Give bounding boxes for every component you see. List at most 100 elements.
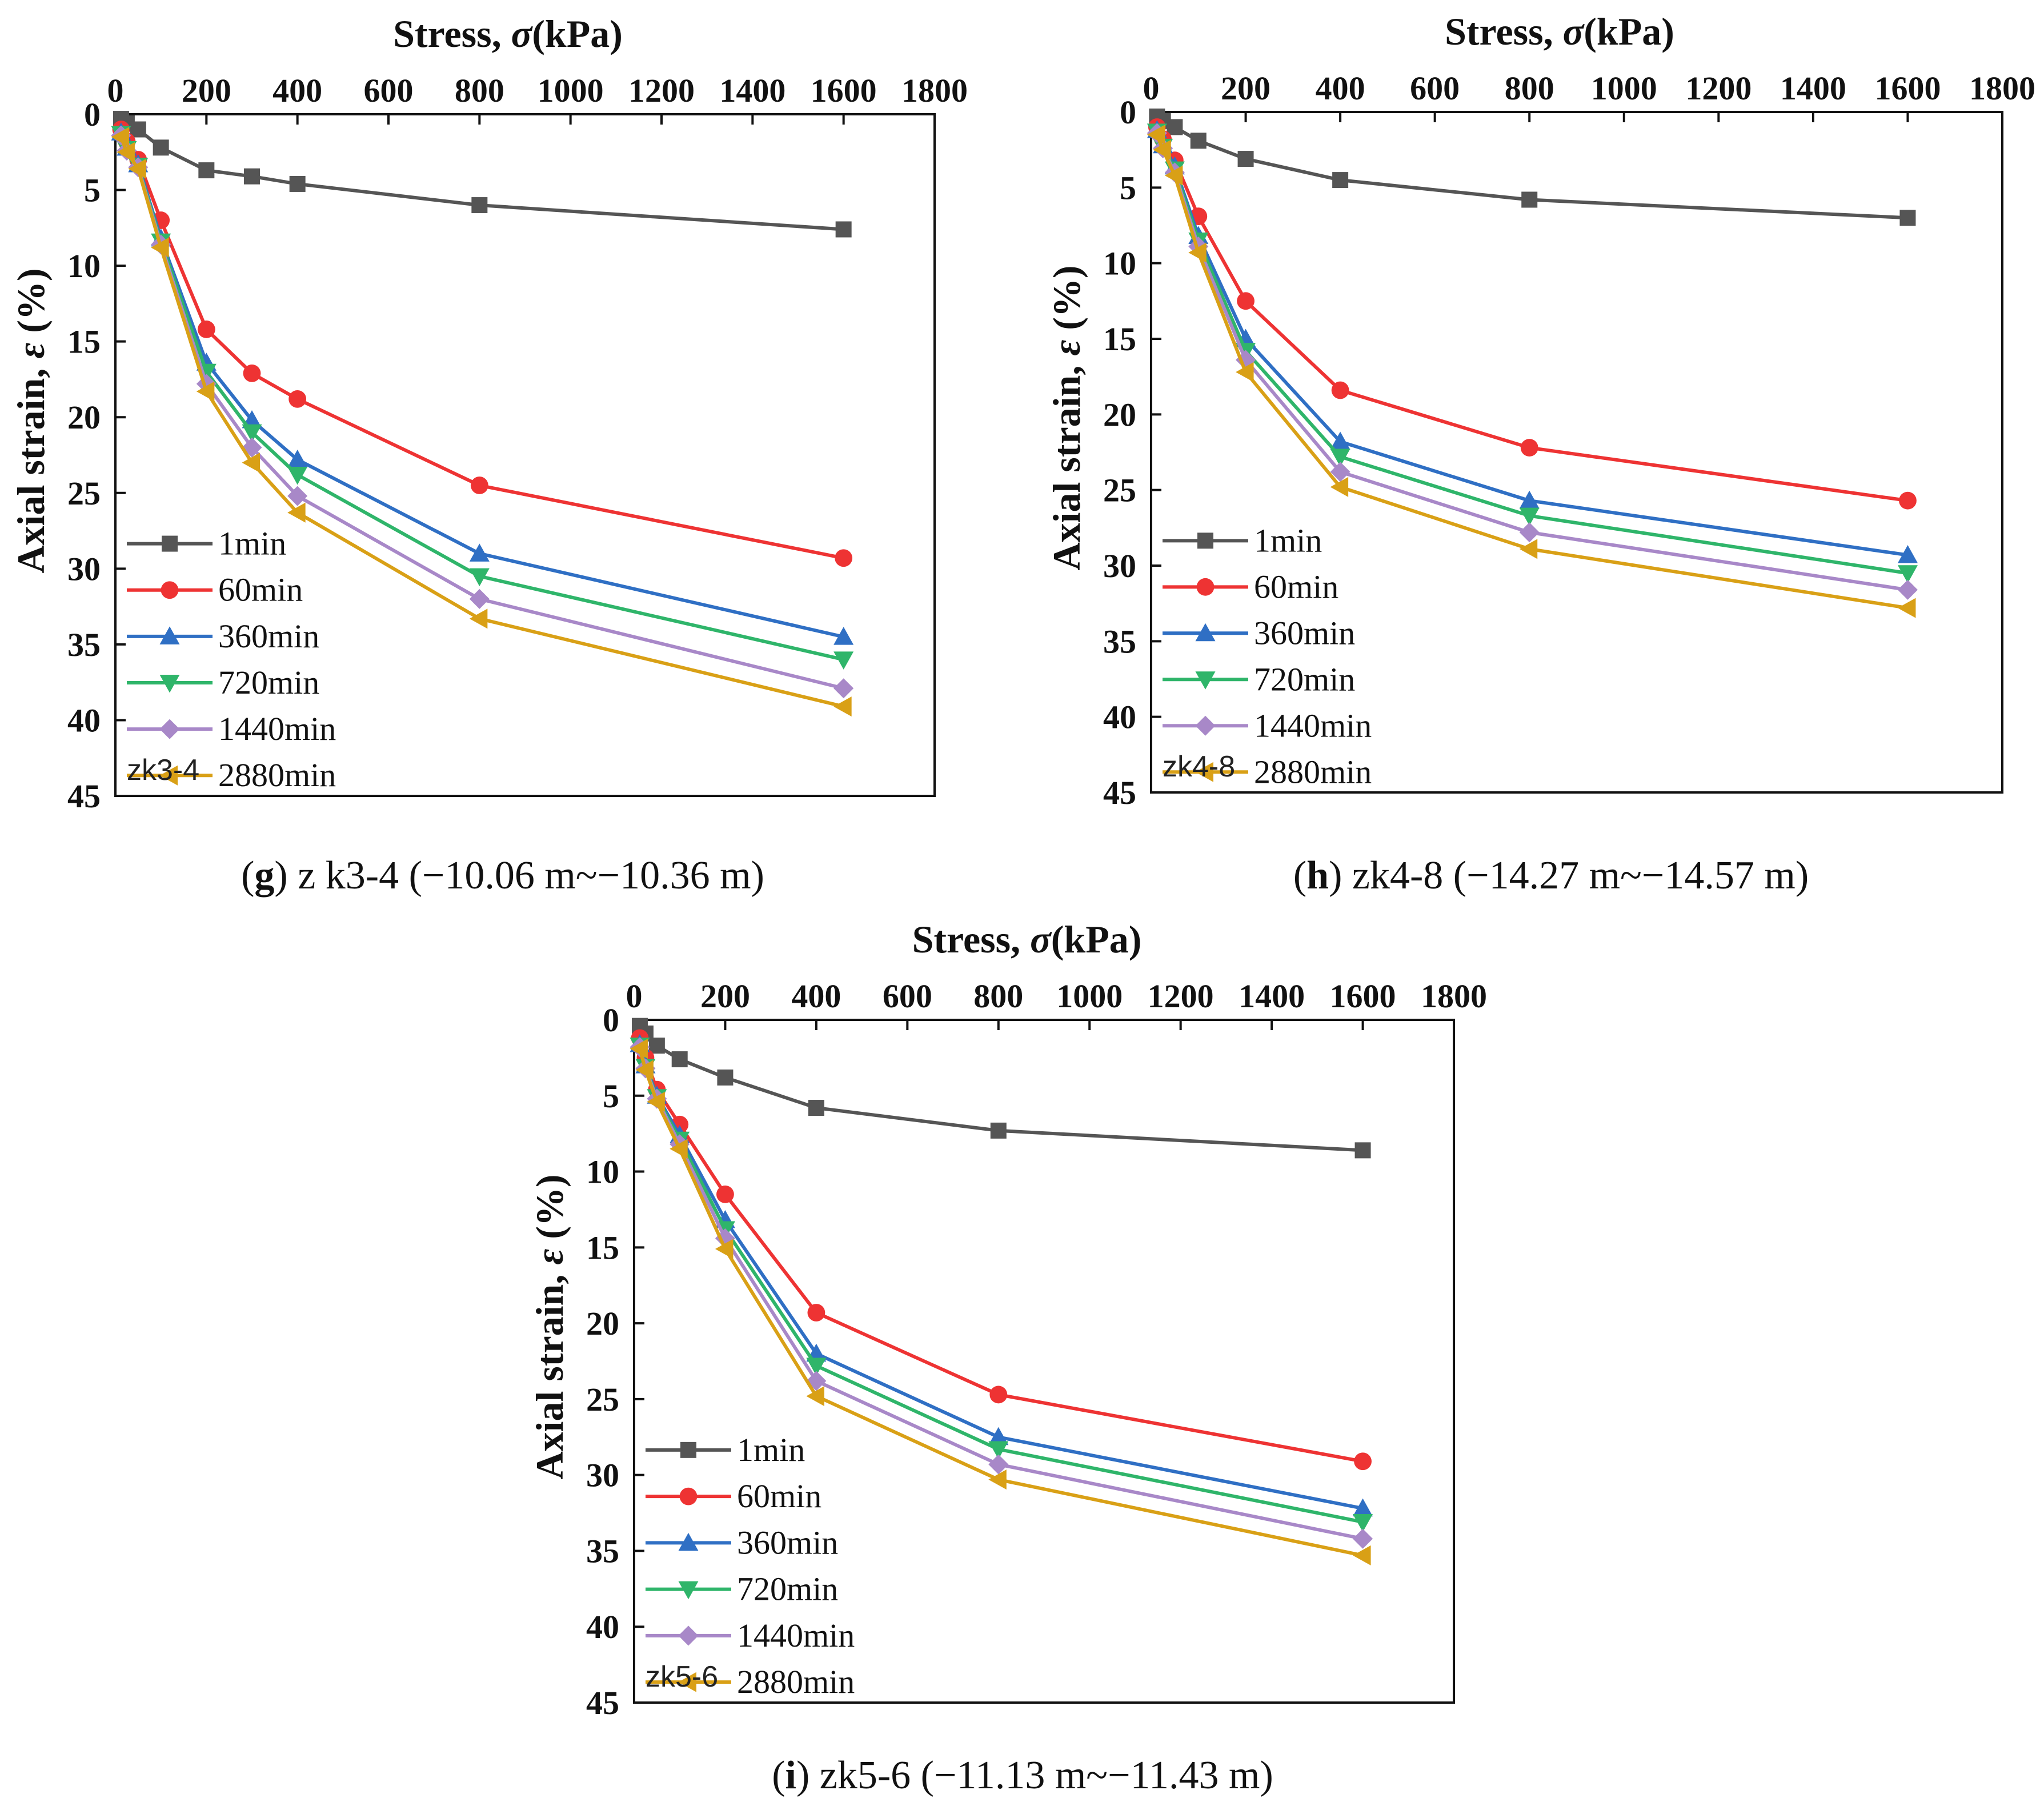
data-point-720min	[1897, 565, 1918, 583]
x-tick-label: 400	[272, 72, 322, 109]
legend-entry-720min: 720min	[1163, 660, 1355, 698]
data-point-2880min	[988, 1469, 1007, 1490]
legend-entry-1min: 1min	[127, 525, 286, 562]
panel-tag: zk4-8	[1163, 750, 1235, 783]
legend-entry-60min: 60min	[1163, 568, 1338, 605]
legend-label: 720min	[737, 1571, 838, 1608]
data-point-2880min	[287, 502, 306, 523]
plot-frame	[633, 1019, 1455, 1704]
y-tick-label: 25	[1103, 472, 1136, 509]
data-point-2880min	[1153, 139, 1171, 160]
x-tick-label: 1000	[1591, 70, 1657, 107]
y-tick-label: 30	[67, 550, 101, 587]
data-point-2880min	[242, 453, 260, 473]
y-tick-label: 15	[1103, 321, 1136, 358]
legend-entry-2880min: 2880min	[127, 756, 336, 794]
plot-frame	[1150, 111, 2003, 794]
legend-label: 2880min	[218, 756, 336, 794]
y-tick-label: 45	[67, 778, 101, 815]
x-axis-title-prefix: Stress,	[393, 12, 511, 55]
series-60min	[1148, 118, 1917, 510]
legend-label: 1440min	[737, 1617, 855, 1654]
data-point-720min	[287, 466, 308, 485]
series-1min	[631, 1018, 1371, 1159]
data-point-1440min	[833, 678, 854, 699]
x-tick-label: 1200	[628, 72, 695, 109]
data-point-360min	[1519, 490, 1540, 509]
legend-entry-1440min: 1440min	[646, 1617, 855, 1654]
data-point-60min	[243, 364, 261, 382]
x-tick-label: 600	[364, 72, 414, 109]
x-tick-label: 1000	[1056, 978, 1123, 1015]
legend-label: 1min	[1254, 522, 1322, 559]
data-point-1min	[198, 162, 215, 179]
data-point-2880min	[1188, 242, 1207, 263]
caption-paren-close: )	[796, 1753, 820, 1797]
x-tick-label: 1600	[1330, 978, 1396, 1015]
data-point-60min	[989, 1385, 1008, 1404]
data-point-2880min	[117, 142, 135, 162]
x-tick-label: 0	[1143, 70, 1160, 107]
data-point-60min	[835, 549, 853, 567]
data-point-1min	[289, 175, 306, 192]
legend-swatch-marker	[1195, 671, 1216, 690]
legend-swatch-marker	[1196, 578, 1215, 596]
x-axis-title-symbol: σ	[511, 12, 534, 55]
legend-swatch-marker	[678, 1625, 699, 1646]
legend-swatch-marker	[162, 535, 178, 552]
data-point-360min	[469, 543, 490, 562]
legend-label: 720min	[1254, 660, 1355, 698]
data-point-720min	[242, 424, 262, 443]
y-axis-title: Axial strain, ε (%)	[528, 1174, 571, 1479]
y-tick-label: 0	[603, 1002, 619, 1039]
data-point-2880min	[1236, 362, 1254, 382]
x-tick-label: 1800	[901, 72, 968, 109]
x-tick-label: 400	[791, 978, 841, 1015]
data-point-2880min	[1519, 539, 1538, 559]
data-point-60min	[1331, 381, 1349, 399]
legend-label: 360min	[218, 618, 319, 655]
legend-entry-360min: 360min	[1163, 614, 1355, 651]
data-point-2880min	[151, 237, 169, 258]
y-tick-label: 25	[586, 1381, 619, 1418]
data-point-2880min	[1164, 165, 1183, 186]
data-point-360min	[1353, 1498, 1373, 1517]
y-tick-label: 0	[84, 96, 101, 133]
legend-label: 60min	[1254, 568, 1338, 605]
data-point-720min	[806, 1358, 827, 1376]
legend-label: 60min	[737, 1477, 821, 1515]
panel-caption: (i) zk5-6 (−11.13 m~−11.43 m)	[772, 1753, 1273, 1797]
y-tick-label: 15	[586, 1229, 619, 1266]
data-point-720min	[1330, 449, 1350, 467]
caption-paren-close: )	[274, 854, 298, 898]
x-tick-label: 1400	[1780, 70, 1846, 107]
legend-swatch-marker	[1197, 532, 1213, 549]
y-tick-label: 40	[67, 702, 101, 739]
y-tick-label: 5	[84, 172, 101, 209]
series-line-60min	[119, 129, 844, 560]
data-point-1min	[1167, 119, 1183, 135]
series-1440min	[630, 1037, 1373, 1549]
data-point-2880min	[1353, 1545, 1371, 1565]
data-point-360min	[1897, 544, 1918, 563]
series-2880min	[111, 127, 852, 717]
x-tick-label: 800	[455, 72, 504, 109]
panel-caption: (h) zk4-8 (−14.27 m~−14.57 m)	[1293, 854, 1809, 898]
x-axis-title: Stress, σ(kPa)	[912, 918, 1142, 961]
legend-label: 1440min	[218, 710, 336, 747]
data-point-2880min	[469, 608, 488, 629]
x-tick-label: 600	[883, 978, 932, 1015]
caption-paren-open: (	[772, 1753, 785, 1797]
series-1min	[1149, 108, 1916, 226]
y-tick-label: 45	[1103, 774, 1136, 811]
y-axis-title-unit: (%)	[528, 1174, 571, 1248]
series-2880min	[630, 1038, 1371, 1565]
x-axis-title-prefix: Stress,	[1445, 10, 1563, 53]
data-point-1min	[990, 1122, 1007, 1139]
legend-label: 2880min	[1254, 753, 1372, 790]
y-tick-label: 30	[586, 1457, 619, 1494]
legend-entry-720min: 720min	[646, 1571, 838, 1608]
legend-swatch-marker	[680, 1441, 696, 1458]
data-point-1min	[835, 221, 852, 238]
data-point-60min	[470, 476, 488, 494]
